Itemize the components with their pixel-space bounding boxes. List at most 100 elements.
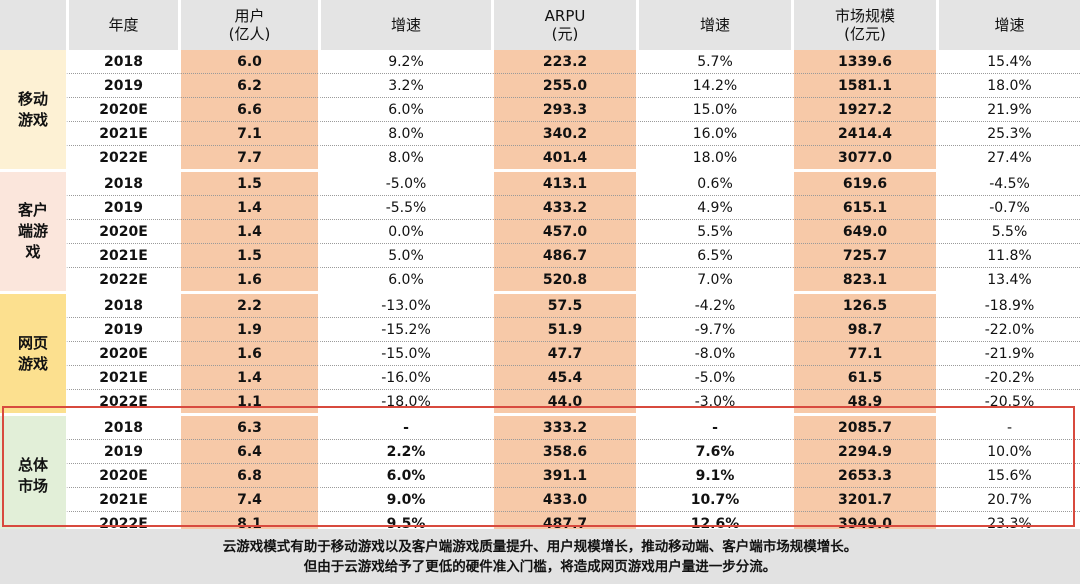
cell-year: 2019 [66,196,178,220]
cell-users: 1.6 [178,342,318,366]
cell-market-growth: 27.4% [936,146,1080,172]
cell-market-growth: -22.0% [936,318,1080,342]
cell-market-size: 1927.2 [791,98,936,122]
cell-users: 1.4 [178,220,318,244]
cell-year: 2022E [66,146,178,172]
cell-market-size: 3077.0 [791,146,936,172]
cell-year: 2018 [66,416,178,440]
category-cell: 总体 市场 [0,416,66,538]
table-row: 移动 游戏 2018 6.0 9.2% 223.2 5.7% 1339.6 15.4% [0,50,1080,172]
cell-arpu-growth: 0.6% [636,172,791,196]
cell-year: 2019 [66,318,178,342]
cell-market-growth: 15.4% [936,50,1080,74]
cell-arpu-growth: -9.7% [636,318,791,342]
category-cell: 网页 游戏 [0,294,66,416]
cell-market-size: 48.9 [791,390,936,416]
table-header-row: 年度 用户 (亿人) 增速 ARPU (元) 增速 市场规模 (亿元) 增速 [0,0,1080,50]
cell-arpu-growth: 7.0% [636,268,791,294]
cell-year: 2021E [66,244,178,268]
cell-arpu-growth: - [636,416,791,440]
table-row: 2021E 7.4 9.0% 433.0 10.7% 3201.7 20.7% [0,488,1080,512]
cell-arpu: 47.7 [491,342,636,366]
cell-arpu: 45.4 [491,366,636,390]
cell-user-growth: 5.0% [318,244,491,268]
cell-arpu-growth: 15.0% [636,98,791,122]
cell-market-growth: 21.9% [936,98,1080,122]
cell-arpu: 255.0 [491,74,636,98]
category-label-line: 移动 [17,89,48,108]
cell-users: 7.7 [178,146,318,172]
cell-market-growth: -20.2% [936,366,1080,390]
cell-market-growth: 13.4% [936,268,1080,294]
cell-users: 6.3 [178,416,318,440]
header-arpu: ARPU (元) [491,0,636,50]
table-row: 2020E 1.4 0.0% 457.0 5.5% 649.0 5.5% [0,220,1080,244]
cell-user-growth: 9.0% [318,488,491,512]
cell-arpu: 57.5 [491,294,636,318]
cell-user-growth: 8.0% [318,122,491,146]
cell-users: 6.6 [178,98,318,122]
cell-arpu: 486.7 [491,244,636,268]
cell-arpu-growth: 6.5% [636,244,791,268]
table-row: 2019 6.2 3.2% 255.0 14.2% 1581.1 18.0% [0,74,1080,98]
cell-arpu: 51.9 [491,318,636,342]
cell-year: 2020E [66,220,178,244]
footer-note: 云游戏模式有助于移动游戏以及客户端游戏质量提升、用户规模增长，推动移动端、客户端… [0,529,1080,584]
cell-year: 2020E [66,98,178,122]
cell-user-growth: -5.5% [318,196,491,220]
cell-market-size: 2414.4 [791,122,936,146]
category-label-line: 游戏 [17,354,48,373]
cell-user-growth: -5.0% [318,172,491,196]
cell-market-size: 615.1 [791,196,936,220]
cell-arpu: 223.2 [491,50,636,74]
cell-arpu-growth: -4.2% [636,294,791,318]
cell-user-growth: -16.0% [318,366,491,390]
cell-arpu: 333.2 [491,416,636,440]
table-row: 2022E 7.7 8.0% 401.4 18.0% 3077.0 27.4% [0,146,1080,172]
cell-users: 6.8 [178,464,318,488]
cell-market-size: 2294.9 [791,440,936,464]
cell-year: 2019 [66,440,178,464]
cell-market-growth: -4.5% [936,172,1080,196]
table-row: 2019 1.4 -5.5% 433.2 4.9% 615.1 -0.7% [0,196,1080,220]
cell-market-growth: 18.0% [936,74,1080,98]
header-market-growth: 增速 [936,0,1080,50]
cell-year: 2018 [66,172,178,196]
table-row: 2022E 1.1 -18.0% 44.0 -3.0% 48.9 -20.5% [0,390,1080,416]
cell-arpu-growth: 18.0% [636,146,791,172]
cell-users: 1.6 [178,268,318,294]
cell-market-size: 2085.7 [791,416,936,440]
cell-user-growth: 9.2% [318,50,491,74]
cell-users: 2.2 [178,294,318,318]
table-row: 2020E 1.6 -15.0% 47.7 -8.0% 77.1 -21.9% [0,342,1080,366]
cell-user-growth: 3.2% [318,74,491,98]
cell-user-growth: -15.0% [318,342,491,366]
cell-market-size: 61.5 [791,366,936,390]
cell-arpu: 433.0 [491,488,636,512]
table-row: 2019 6.4 2.2% 358.6 7.6% 2294.9 10.0% [0,440,1080,464]
cell-year: 2020E [66,342,178,366]
header-year: 年度 [66,0,178,50]
cell-year: 2022E [66,390,178,416]
cell-user-growth: 0.0% [318,220,491,244]
cell-user-growth: 6.0% [318,268,491,294]
cell-year: 2020E [66,464,178,488]
cell-arpu: 457.0 [491,220,636,244]
cell-user-growth: 6.0% [318,464,491,488]
cell-market-size: 3201.7 [791,488,936,512]
cell-users: 7.4 [178,488,318,512]
cell-market-growth: -18.9% [936,294,1080,318]
cell-arpu-growth: 16.0% [636,122,791,146]
cell-user-growth: -15.2% [318,318,491,342]
market-data-table: 年度 用户 (亿人) 增速 ARPU (元) 增速 市场规模 (亿元) 增速 移… [0,0,1080,538]
cell-user-growth: -18.0% [318,390,491,416]
cell-year: 2022E [66,268,178,294]
cell-arpu: 413.1 [491,172,636,196]
category-label-line: 游戏 [17,110,48,129]
cell-market-size: 649.0 [791,220,936,244]
cell-year: 2021E [66,122,178,146]
header-market-size: 市场规模 (亿元) [791,0,936,50]
table-row: 2020E 6.6 6.0% 293.3 15.0% 1927.2 21.9% [0,98,1080,122]
cell-arpu-growth: 4.9% [636,196,791,220]
